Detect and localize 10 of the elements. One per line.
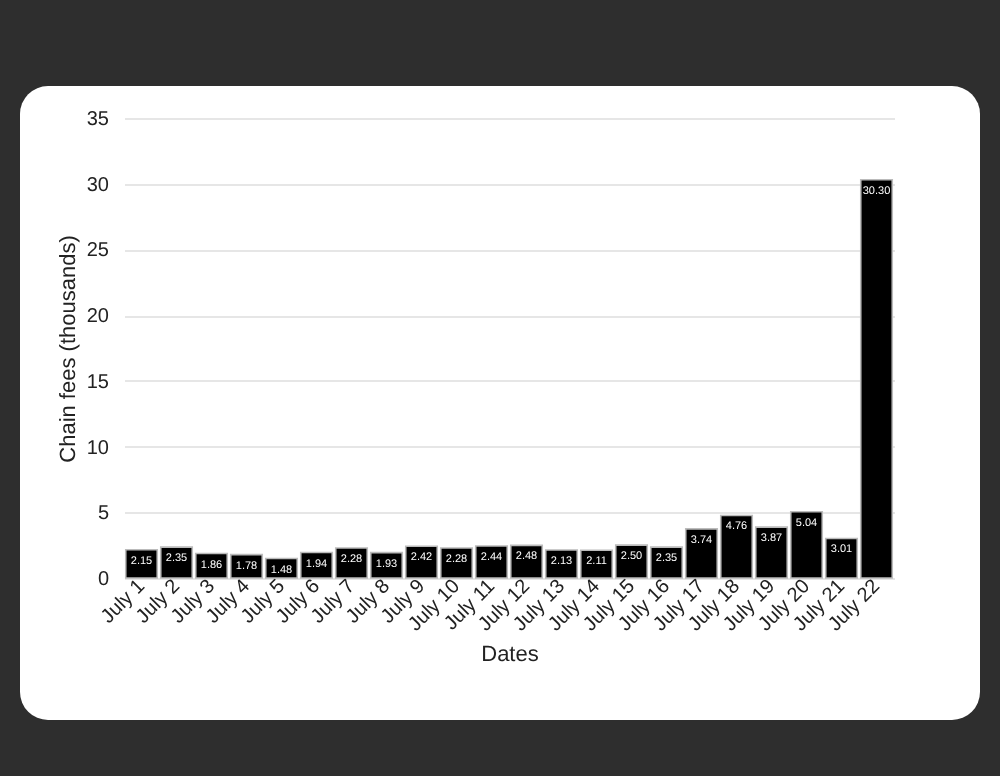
y-tick-label: 20	[86, 306, 110, 329]
y-tick-label: 10	[86, 437, 110, 460]
y-tick-label: 5	[97, 503, 110, 526]
y-tick-label: 15	[86, 371, 110, 394]
x-axis-title: Dates	[481, 642, 540, 667]
y-tick-label: 0	[97, 569, 110, 591]
y-tick-label: 30	[86, 174, 110, 197]
y-tick-label: 35	[86, 109, 110, 131]
y-tick-label: 25	[86, 240, 110, 263]
y-axis-title: Chain fees (thousands)	[56, 235, 81, 463]
